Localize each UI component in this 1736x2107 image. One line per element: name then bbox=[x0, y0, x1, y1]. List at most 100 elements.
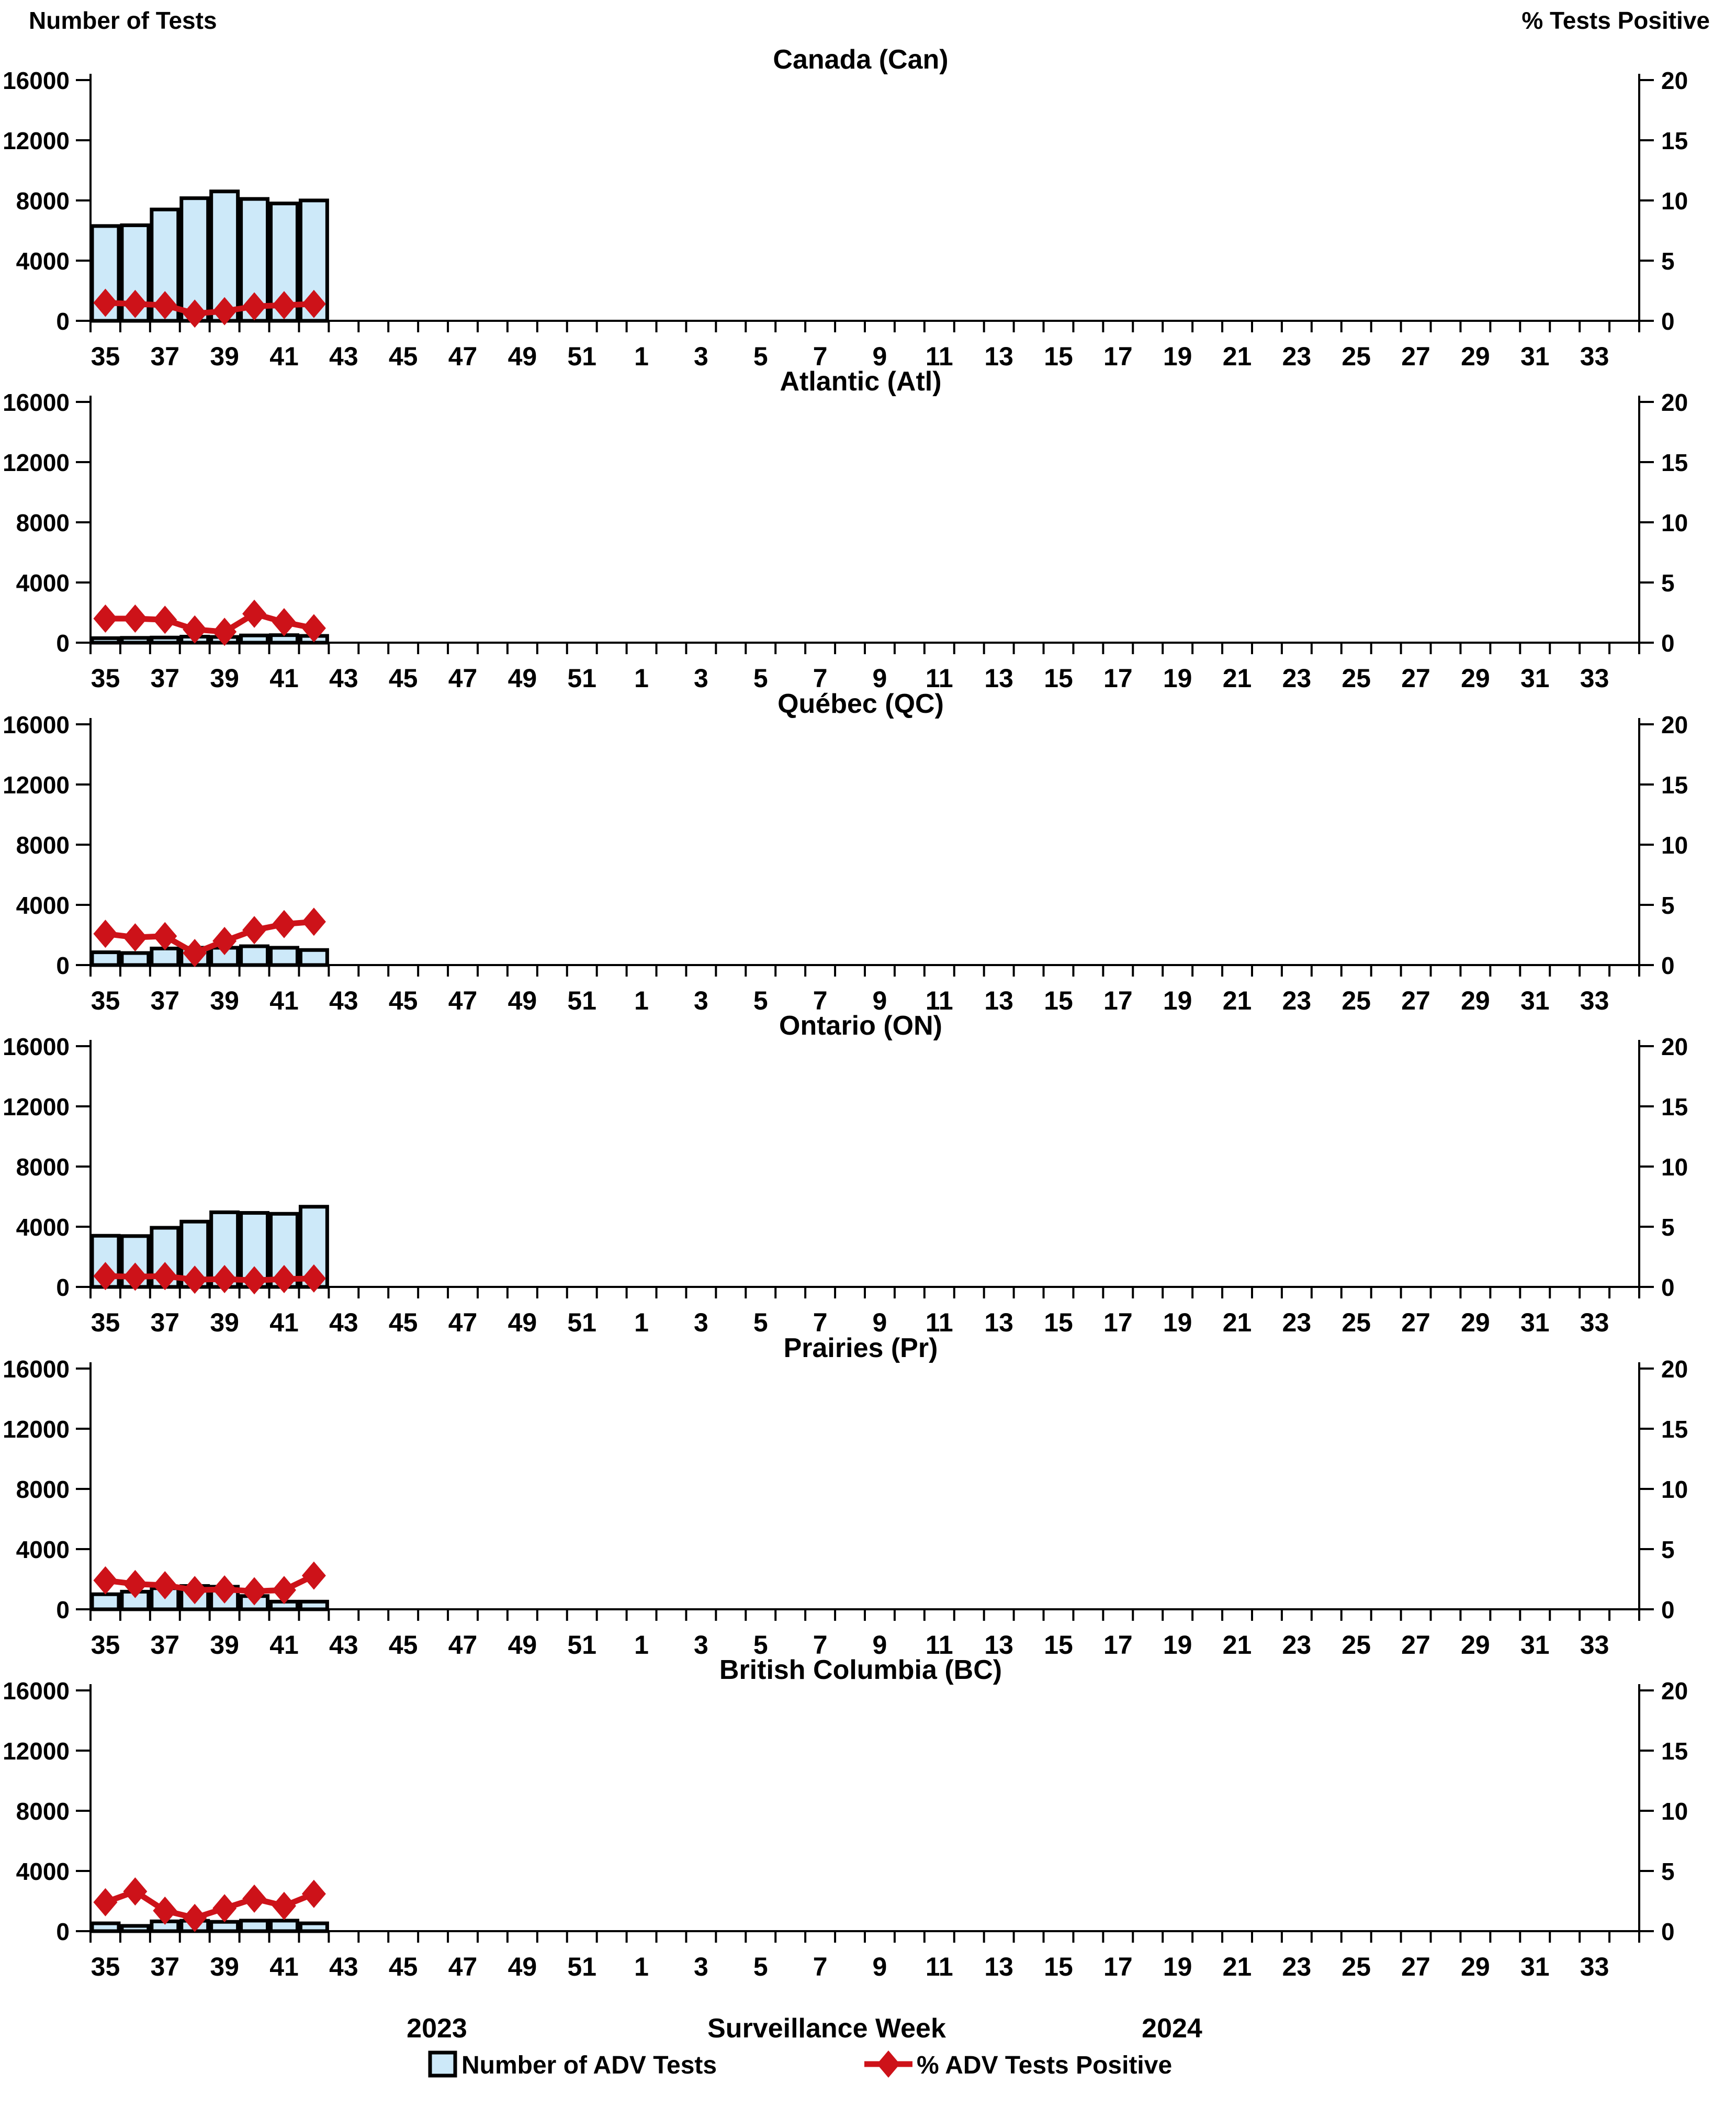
bar-week-39 bbox=[209, 1920, 240, 1933]
week-label: 5 bbox=[753, 342, 768, 371]
line-marker-week-40 bbox=[242, 1577, 267, 1606]
week-label: 35 bbox=[91, 1308, 120, 1337]
week-label: 39 bbox=[210, 1630, 239, 1660]
week-label: 19 bbox=[1163, 986, 1192, 1015]
bar-week-42 bbox=[298, 1205, 329, 1289]
week-label: 29 bbox=[1461, 1308, 1490, 1337]
left-tick-label: 0 bbox=[56, 1274, 70, 1301]
line-marker-week-37 bbox=[153, 1262, 177, 1291]
left-tick-label: 4000 bbox=[16, 1858, 70, 1885]
left-tick-label: 0 bbox=[56, 308, 70, 335]
week-label: 3 bbox=[694, 986, 708, 1015]
week-label: 1 bbox=[634, 342, 649, 371]
week-label: 9 bbox=[873, 342, 887, 371]
line-marker-week-40 bbox=[242, 1266, 267, 1295]
week-label: 3 bbox=[694, 1630, 708, 1660]
week-label: 51 bbox=[567, 1308, 596, 1337]
week-label: 1 bbox=[634, 986, 649, 1015]
line-marker-week-41 bbox=[272, 608, 296, 636]
left-tick-label: 16000 bbox=[3, 67, 70, 94]
right-tick-label: 5 bbox=[1661, 248, 1675, 275]
week-label: 13 bbox=[984, 1952, 1013, 1981]
week-label: 31 bbox=[1520, 664, 1550, 693]
left-tick-label: 4000 bbox=[16, 569, 70, 597]
week-label: 45 bbox=[389, 1952, 418, 1981]
week-label: 47 bbox=[448, 1630, 478, 1660]
week-label: 33 bbox=[1580, 986, 1609, 1015]
bar-week-36 bbox=[120, 1924, 151, 1933]
line-marker-week-38 bbox=[183, 615, 207, 644]
line-marker-week-37 bbox=[153, 606, 177, 634]
line-marker-week-41 bbox=[272, 1265, 296, 1294]
week-label: 35 bbox=[91, 1630, 120, 1660]
line-marker-week-35 bbox=[93, 1262, 118, 1291]
week-label: 27 bbox=[1401, 664, 1430, 693]
week-label: 3 bbox=[694, 1952, 708, 1981]
bar-week-41 bbox=[269, 946, 299, 967]
week-label: 51 bbox=[567, 342, 596, 371]
week-label: 13 bbox=[984, 1308, 1013, 1337]
week-label: 33 bbox=[1580, 342, 1609, 371]
legend-bar-swatch bbox=[428, 2050, 457, 2078]
week-label: 29 bbox=[1461, 1630, 1490, 1660]
left-tick-label: 4000 bbox=[16, 1214, 70, 1241]
bar-week-35 bbox=[90, 950, 121, 967]
left-tick-label: 12000 bbox=[3, 771, 70, 799]
bar-week-42 bbox=[298, 1921, 329, 1933]
week-label: 45 bbox=[389, 664, 418, 693]
right-tick-label: 20 bbox=[1661, 389, 1688, 416]
week-label: 23 bbox=[1282, 664, 1312, 693]
week-label: 19 bbox=[1163, 664, 1192, 693]
week-label: 41 bbox=[269, 1308, 299, 1337]
right-tick-label: 0 bbox=[1661, 1596, 1675, 1623]
panel-title: Ontario (ON) bbox=[779, 1011, 942, 1041]
week-label: 25 bbox=[1342, 1952, 1371, 1981]
line-marker-week-39 bbox=[212, 927, 237, 955]
left-tick-label: 0 bbox=[56, 1596, 70, 1623]
line-marker-week-35 bbox=[93, 920, 118, 948]
line-marker-week-41 bbox=[272, 910, 296, 938]
week-label: 31 bbox=[1520, 1630, 1550, 1660]
line-marker-week-38 bbox=[183, 1576, 207, 1605]
right-tick-label: 20 bbox=[1661, 1033, 1688, 1060]
week-label: 47 bbox=[448, 342, 478, 371]
bar-week-36 bbox=[120, 636, 151, 645]
panel-title: British Columbia (BC) bbox=[719, 1655, 1002, 1685]
week-label: 33 bbox=[1580, 1630, 1609, 1660]
right-tick-label: 5 bbox=[1661, 1214, 1675, 1241]
left-tick-label: 12000 bbox=[3, 127, 70, 154]
right-tick-label: 5 bbox=[1661, 892, 1675, 919]
week-label: 27 bbox=[1401, 1630, 1430, 1660]
line-marker-week-42 bbox=[301, 1264, 326, 1293]
legend-line-label: % ADV Tests Positive bbox=[917, 2052, 1172, 2079]
week-label: 19 bbox=[1163, 1630, 1192, 1660]
week-label: 1 bbox=[634, 1952, 649, 1981]
week-label: 29 bbox=[1461, 342, 1490, 371]
right-tick-label: 20 bbox=[1661, 67, 1688, 94]
line-marker-week-39 bbox=[212, 618, 237, 646]
line-marker-week-38 bbox=[183, 1265, 207, 1294]
week-label: 33 bbox=[1580, 664, 1609, 693]
week-label: 39 bbox=[210, 986, 239, 1015]
week-label: 47 bbox=[448, 1308, 478, 1337]
week-label: 41 bbox=[269, 664, 299, 693]
line-marker-week-39 bbox=[212, 1894, 237, 1923]
week-label: 47 bbox=[448, 664, 478, 693]
bar-week-40 bbox=[239, 1211, 270, 1289]
line-marker-week-37 bbox=[153, 291, 177, 320]
right-tick-label: 10 bbox=[1661, 832, 1688, 859]
line-marker-week-42 bbox=[301, 1879, 326, 1908]
right-tick-label: 15 bbox=[1661, 1738, 1688, 1765]
week-label: 45 bbox=[389, 342, 418, 371]
week-label: 43 bbox=[329, 1630, 358, 1660]
week-label: 5 bbox=[753, 1308, 768, 1337]
left-tick-label: 8000 bbox=[16, 187, 70, 215]
right-tick-label: 10 bbox=[1661, 1476, 1688, 1503]
week-label: 11 bbox=[926, 664, 953, 693]
week-label: 35 bbox=[91, 342, 120, 371]
left-tick-label: 0 bbox=[56, 952, 70, 979]
week-label: 3 bbox=[694, 1308, 708, 1337]
week-label: 49 bbox=[508, 986, 537, 1015]
